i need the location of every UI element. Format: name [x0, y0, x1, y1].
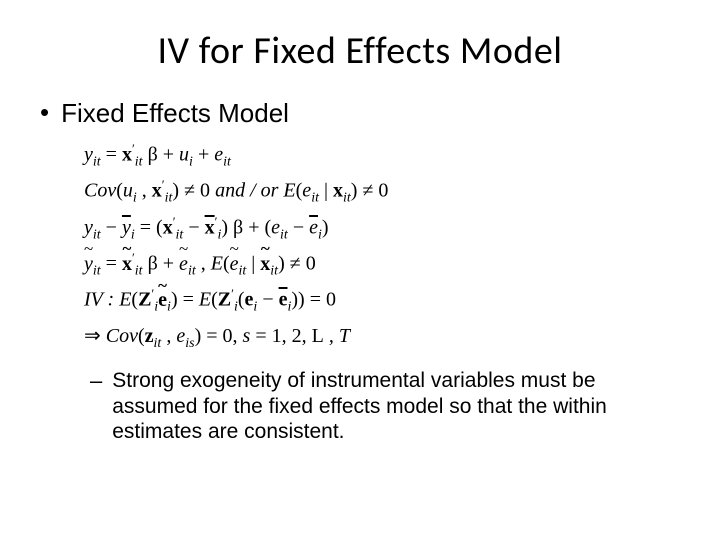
m1-esub: it — [223, 155, 231, 170]
math-line-5: IV : E(Z′iei) = E(Z′i(ei − ei)) = 0 — [84, 284, 670, 318]
m2-x2: x — [333, 180, 343, 202]
m2-e: e — [302, 180, 311, 202]
dash-icon: – — [90, 368, 102, 394]
m2-ao: and / or — [215, 180, 283, 202]
m5-ez: = 0 — [305, 289, 336, 311]
m6-L: L — [312, 325, 324, 347]
main-bullet-row: • Fixed Effects Model — [50, 98, 670, 129]
math-line-3: yit − yi = (x′it − x′i) β + (eit − ei) — [84, 212, 670, 246]
note-text: Strong exogeneity of instrumental variab… — [112, 368, 660, 444]
math-line-1: yit = x′it β + ui + eit — [84, 139, 670, 173]
math-block: yit = x′it β + ui + eit Cov(ui , x′it) ≠… — [84, 139, 670, 354]
m4-x2s: it — [270, 264, 278, 279]
m6-ez: = 0, — [201, 325, 242, 347]
m3-eq: = ( — [135, 216, 163, 238]
m2-c: , — [137, 180, 152, 202]
math-line-4: yit = x′it β + eit , E(eit | xit) ≠ 0 — [84, 248, 670, 282]
m4-x: x — [122, 249, 132, 280]
m1-sub: it — [93, 155, 101, 170]
slide: IV for Fixed Effects Model • Fixed Effec… — [0, 0, 720, 540]
m4-ys: it — [93, 264, 101, 279]
m4-p: + — [163, 253, 179, 275]
m6-eq: = 1, 2, — [250, 325, 311, 347]
m3-x1: x — [163, 216, 173, 238]
m5-E2: E — [199, 289, 211, 311]
m5-m: − — [257, 289, 278, 311]
m3-m2: − — [183, 216, 204, 238]
m2-esub: it — [311, 191, 319, 206]
m2-x2sub: it — [343, 191, 351, 206]
m4-eq: = — [101, 253, 122, 275]
m4-e: e — [179, 249, 188, 280]
m3-e1: e — [271, 216, 280, 238]
m1-e: e — [214, 144, 223, 166]
sub-bullet-row: – Strong exogeneity of instrumental vari… — [90, 368, 660, 444]
m1-u: u — [179, 144, 189, 166]
m3-c1: ) — [221, 216, 233, 238]
m3-y1s: it — [93, 227, 101, 242]
m1-eq: = — [101, 144, 122, 166]
m4-x2: x — [260, 249, 270, 280]
m2-cov: Cov — [84, 180, 116, 202]
m4-E: E — [211, 253, 223, 275]
m2-x: x — [152, 180, 162, 202]
m3-m3: − — [288, 216, 309, 238]
m4-o: ( — [223, 253, 230, 275]
m6-ar: ⇒ — [84, 325, 106, 347]
m5-iv: IV : — [84, 289, 119, 311]
m6-T: , T — [324, 325, 350, 347]
m2-bar: | — [319, 180, 333, 202]
m5-Z1: Z — [138, 289, 151, 311]
m5-eq: = — [178, 289, 199, 311]
m4-xs: it — [135, 264, 143, 279]
m4-cl: ) — [278, 253, 285, 275]
m6-e: e — [176, 325, 185, 347]
m6-es: is — [185, 336, 194, 351]
m3-x2: x — [205, 216, 215, 238]
m3-y2: y — [122, 216, 131, 238]
m1-xsub: it — [135, 155, 143, 170]
m2-ne1: ≠ 0 — [179, 180, 215, 202]
m1-y: y — [84, 144, 93, 166]
m3-e2: e — [309, 216, 318, 238]
m4-y: y — [84, 249, 93, 280]
m4-ne: ≠ 0 — [285, 253, 316, 275]
subtitle: Fixed Effects Model — [61, 98, 289, 129]
m5-o3: ( — [238, 289, 245, 311]
m2-o: ( — [116, 180, 123, 202]
m4-es: it — [188, 264, 196, 279]
m1-p1: + — [163, 144, 179, 166]
m4-bar: | — [246, 253, 260, 275]
m3-p: + ( — [248, 216, 271, 238]
m2-u: u — [123, 180, 133, 202]
bullet-icon: • — [40, 98, 49, 126]
m3-c2: ) — [322, 216, 329, 238]
m4-b: β — [143, 253, 163, 275]
m6-cov: Cov — [106, 325, 138, 347]
m5-c1: ) — [171, 289, 178, 311]
m3-e1s: it — [280, 227, 288, 242]
math-line-6: ⇒ Cov(zit , eis) = 0, s = 1, 2, L , T — [84, 321, 670, 355]
m3-y1: y — [84, 216, 93, 238]
m3-m1: − — [101, 216, 122, 238]
slide-title: IV for Fixed Effects Model — [50, 28, 670, 74]
m5-o2: ( — [211, 289, 218, 311]
m6-c: , — [161, 325, 176, 347]
m4-e2: e — [230, 249, 239, 280]
m5-Z2: Z — [218, 289, 231, 311]
m1-x: x — [122, 144, 132, 166]
m1-p2: + — [193, 144, 214, 166]
m1-b: β — [143, 144, 163, 166]
m3-b: β — [233, 216, 248, 238]
m6-o: ( — [138, 325, 145, 347]
math-line-2: Cov(ui , x′it) ≠ 0 and / or E(eit | xit)… — [84, 175, 670, 209]
m2-ne2: ≠ 0 — [357, 180, 388, 202]
m6-z: z — [145, 325, 154, 347]
m5-c3: )) — [291, 289, 304, 311]
m5-E1: E — [119, 289, 131, 311]
m4-c: , — [196, 253, 211, 275]
m2-E: E — [283, 180, 295, 202]
m5-e1: e — [158, 285, 167, 316]
